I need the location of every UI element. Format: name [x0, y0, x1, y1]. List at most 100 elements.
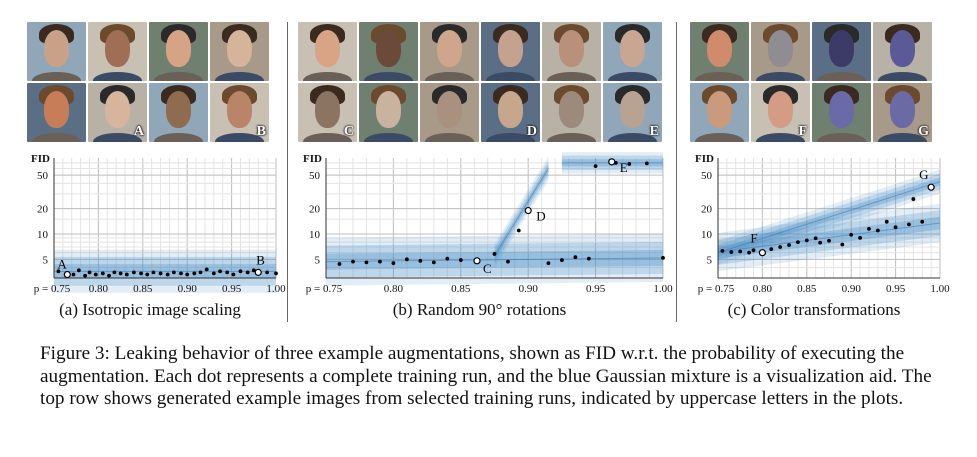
labeled-point-d [524, 206, 532, 215]
data-point [56, 269, 61, 274]
face-image [88, 22, 147, 81]
y-tick-label: 50 [37, 170, 49, 182]
x-tick-label: 0.90 [178, 283, 198, 295]
data-point [506, 259, 510, 264]
data-point [818, 240, 823, 245]
data-point [911, 197, 916, 201]
face-image [210, 22, 269, 81]
y-tick-label: 20 [37, 204, 49, 216]
face-image [690, 22, 749, 81]
x-tick-label: 1.00 [266, 283, 286, 295]
data-point [83, 273, 87, 278]
data-point [151, 270, 156, 275]
data-point [204, 267, 209, 272]
data-point [351, 259, 355, 264]
data-point [445, 256, 450, 261]
data-point [124, 272, 129, 277]
data-point [661, 255, 665, 260]
plot-a: FID 5 10 20 50 p = 0.75 0.80 0.85 0.90 0.95 1.00 A B [31, 153, 286, 295]
data-point [93, 272, 98, 277]
image-letter-b: B [256, 124, 266, 139]
data-point [337, 262, 342, 266]
y-axis-label: FID [31, 153, 50, 165]
data-point [787, 243, 791, 247]
band-center [325, 257, 664, 263]
data-point [458, 258, 463, 262]
data-point [769, 247, 774, 252]
x-tick-label: p = 0.75 [306, 283, 343, 295]
y-tick-label: 20 [309, 204, 321, 216]
figure-caption: Figure 3: Leaking behavior of three exam… [40, 343, 932, 409]
image-letter-e: E [649, 124, 659, 139]
x-tick-label: 0.85 [451, 283, 471, 295]
x-tick-label: 1.00 [653, 283, 673, 295]
data-point [875, 228, 880, 233]
data-point [738, 249, 743, 254]
point-label-d: D [536, 209, 545, 224]
x-tick-label: 0.80 [384, 283, 404, 295]
data-point [884, 219, 889, 224]
labeled-point-b [254, 268, 262, 276]
data-point [378, 259, 382, 264]
face-image: B [210, 83, 269, 142]
data-point [139, 271, 143, 276]
face-image [149, 22, 208, 81]
data-point [546, 261, 551, 266]
plot-b: FID 5 10 20 50 p = 0.75 0.80 0.85 0.90 0.95 1.00 C D… [303, 152, 673, 295]
y-tick-label: 10 [701, 229, 713, 241]
face-image [149, 83, 208, 142]
data-point [907, 222, 911, 227]
data-point [751, 248, 756, 253]
data-point [158, 271, 163, 276]
point-label-f: F [750, 231, 757, 246]
data-point [76, 268, 81, 273]
face-image: G [873, 83, 932, 142]
labeled-point-c [473, 257, 481, 265]
point-label-c: C [483, 261, 492, 276]
face-image [812, 22, 871, 81]
face-image: E [603, 83, 662, 142]
data-point [107, 273, 111, 278]
data-point [418, 258, 423, 263]
data-point [593, 164, 598, 169]
band-center [494, 168, 549, 257]
data-point [729, 250, 734, 254]
face-image [751, 22, 810, 81]
face-image [420, 83, 479, 142]
labeled-point-f [758, 249, 767, 257]
x-tick-label: p = 0.75 [698, 283, 735, 295]
x-tick-label: 0.95 [886, 283, 906, 295]
x-tick-label: 1.00 [930, 283, 950, 295]
divider-1 [287, 22, 288, 322]
caption-a: (a) Isotropic image scaling [59, 300, 241, 319]
data-point [211, 271, 216, 276]
data-point [132, 270, 136, 275]
data-point [644, 161, 649, 166]
y-tick-label: 10 [309, 229, 321, 241]
image-grid-b: C D E [298, 22, 662, 142]
data-point [112, 270, 117, 275]
face-image [873, 22, 932, 81]
x-tick-label: 0.80 [89, 283, 109, 295]
y-tick-label: 50 [309, 170, 321, 182]
data-point [813, 236, 818, 241]
point-label-b: B [256, 252, 265, 267]
data-point [560, 258, 564, 262]
data-point [404, 257, 409, 262]
data-point [627, 162, 632, 166]
data-point [238, 269, 243, 274]
y-axis-label: FID [695, 153, 714, 165]
data-point [171, 270, 176, 275]
divider-2 [676, 22, 677, 322]
data-point [827, 238, 831, 243]
data-point [849, 232, 854, 237]
data-point [118, 271, 123, 276]
data-point [920, 219, 925, 224]
data-point [100, 271, 105, 276]
band-center [717, 222, 941, 253]
point-label-g: G [919, 167, 928, 182]
data-point [274, 271, 278, 276]
y-tick-label: 10 [37, 229, 49, 241]
face-image [542, 22, 601, 81]
